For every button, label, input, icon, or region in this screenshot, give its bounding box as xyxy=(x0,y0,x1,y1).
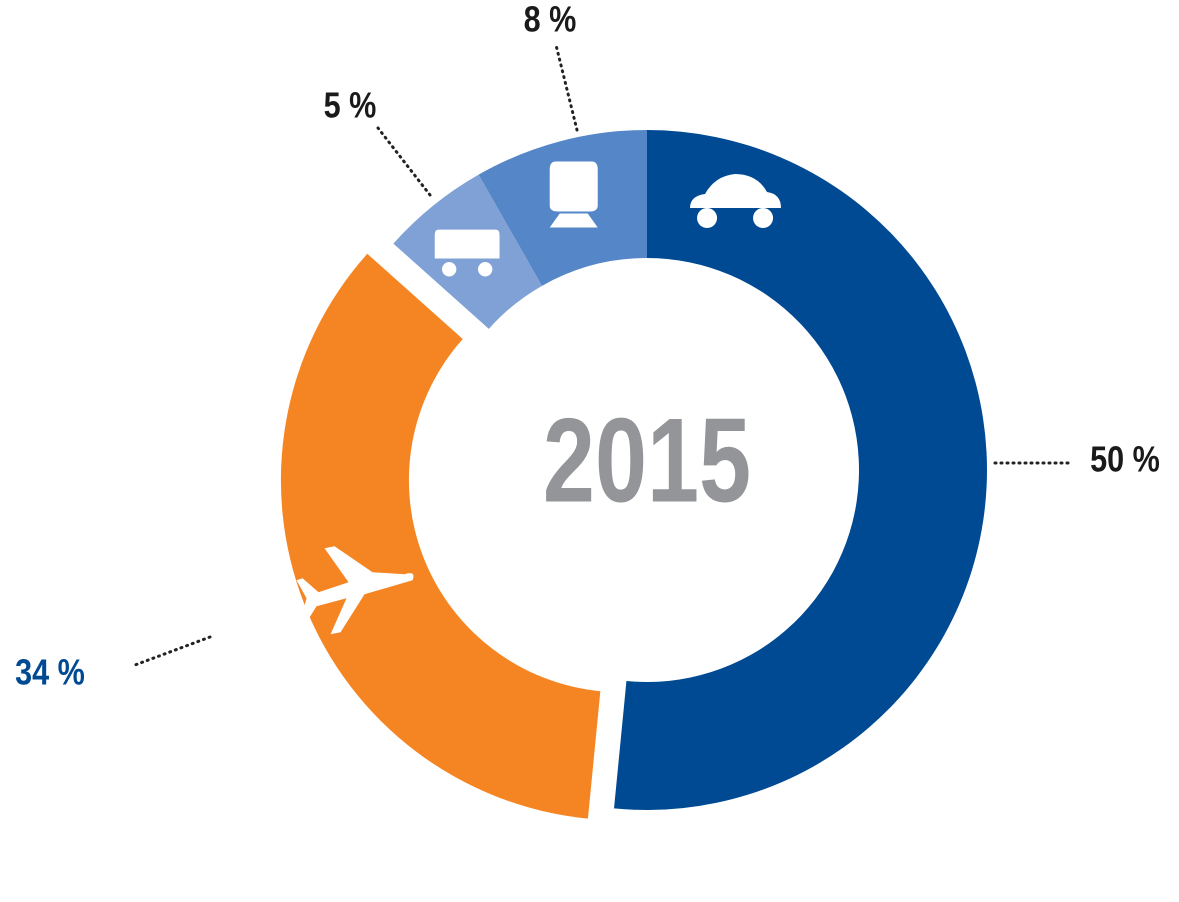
icon xyxy=(549,161,598,228)
value-label: 5 % xyxy=(324,86,377,126)
icon xyxy=(690,174,781,228)
icon xyxy=(296,546,414,635)
leader-line xyxy=(554,43,579,132)
icon xyxy=(434,229,500,277)
center-label: 2015 xyxy=(543,394,751,528)
value-label: 34 % xyxy=(15,653,85,693)
slice xyxy=(614,130,987,810)
slice xyxy=(280,253,601,819)
slices xyxy=(280,130,987,819)
value-label: 8 % xyxy=(524,0,577,40)
value-label: 50 % xyxy=(1090,440,1160,480)
icons xyxy=(296,161,781,635)
leader-line xyxy=(133,635,212,667)
leader-line xyxy=(376,126,432,197)
